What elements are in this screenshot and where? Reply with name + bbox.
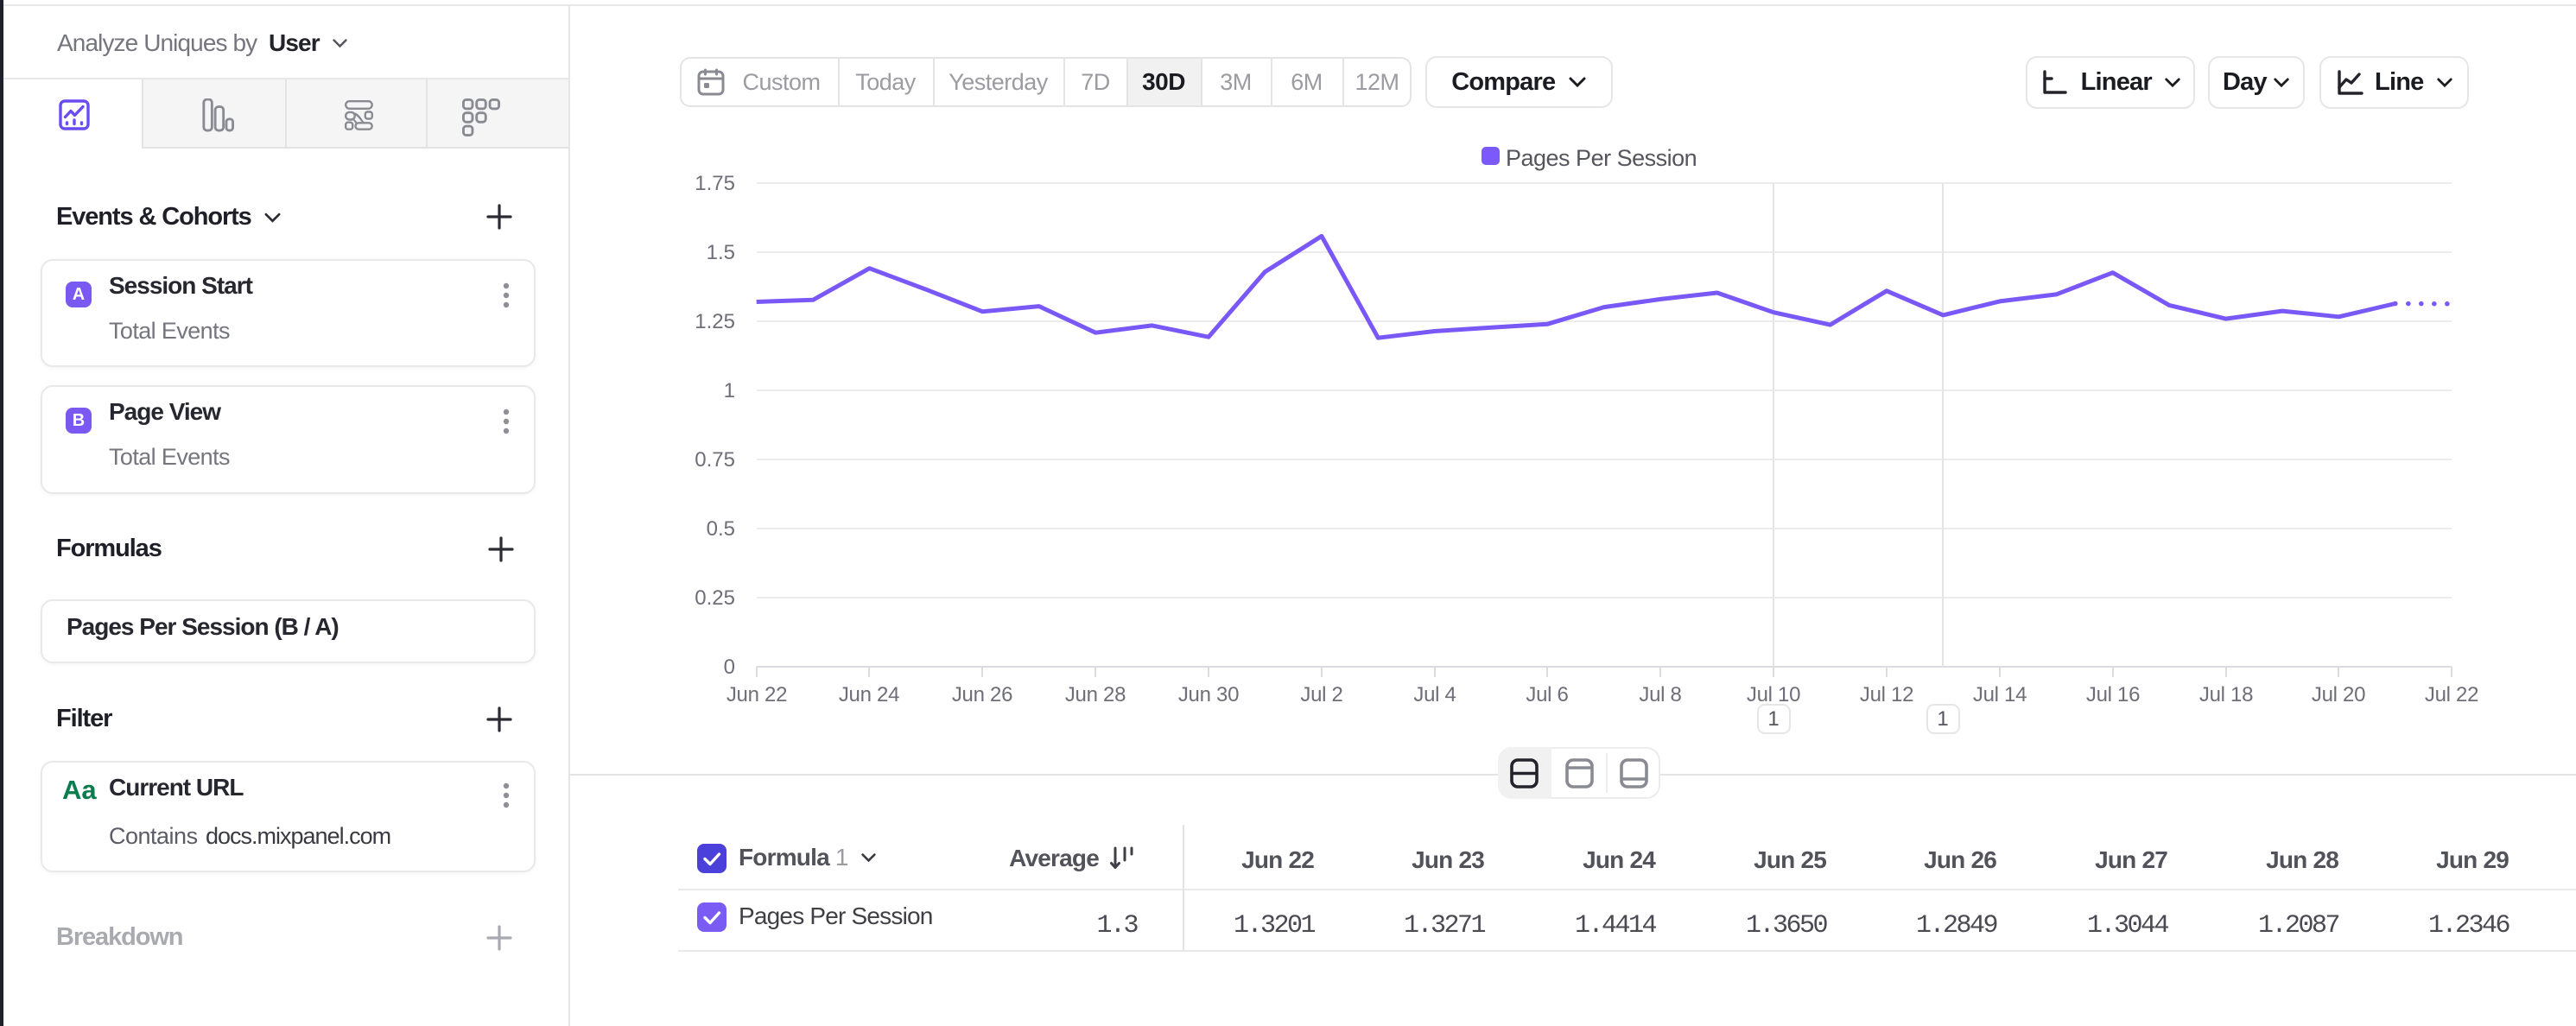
svg-text:Jun 30: Jun 30: [1178, 683, 1239, 706]
svg-text:Jul 20: Jul 20: [2312, 683, 2365, 706]
svg-text:Jul 6: Jul 6: [1526, 683, 1568, 706]
svg-text:Jul 12: Jul 12: [1860, 683, 1913, 706]
svg-text:Jul 18: Jul 18: [2199, 683, 2253, 706]
svg-text:Pages Per Session: Pages Per Session: [1506, 145, 1697, 171]
svg-text:0: 0: [724, 656, 735, 679]
svg-text:1.75: 1.75: [695, 172, 735, 195]
svg-text:1: 1: [724, 379, 735, 402]
svg-text:1: 1: [1767, 707, 1779, 731]
svg-text:Jul 14: Jul 14: [1973, 683, 2027, 706]
svg-text:Jun 26: Jun 26: [952, 683, 1012, 706]
svg-text:Jul 16: Jul 16: [2086, 683, 2140, 706]
svg-text:Jun 28: Jun 28: [1065, 683, 1126, 706]
svg-text:0.5: 0.5: [707, 517, 735, 541]
svg-text:Jun 22: Jun 22: [726, 683, 787, 706]
svg-text:0.75: 0.75: [695, 448, 735, 472]
svg-text:Jul 8: Jul 8: [1639, 683, 1681, 706]
svg-text:Jul 4: Jul 4: [1413, 683, 1456, 706]
svg-text:1.5: 1.5: [707, 241, 735, 264]
svg-text:Jul 2: Jul 2: [1300, 683, 1342, 706]
svg-text:Jun 24: Jun 24: [839, 683, 899, 706]
svg-text:Jul 22: Jul 22: [2425, 683, 2478, 706]
svg-text:0.25: 0.25: [695, 586, 735, 610]
svg-text:1.25: 1.25: [695, 310, 735, 333]
svg-text:1: 1: [1937, 707, 1948, 731]
svg-text:Jul 10: Jul 10: [1747, 683, 1800, 706]
